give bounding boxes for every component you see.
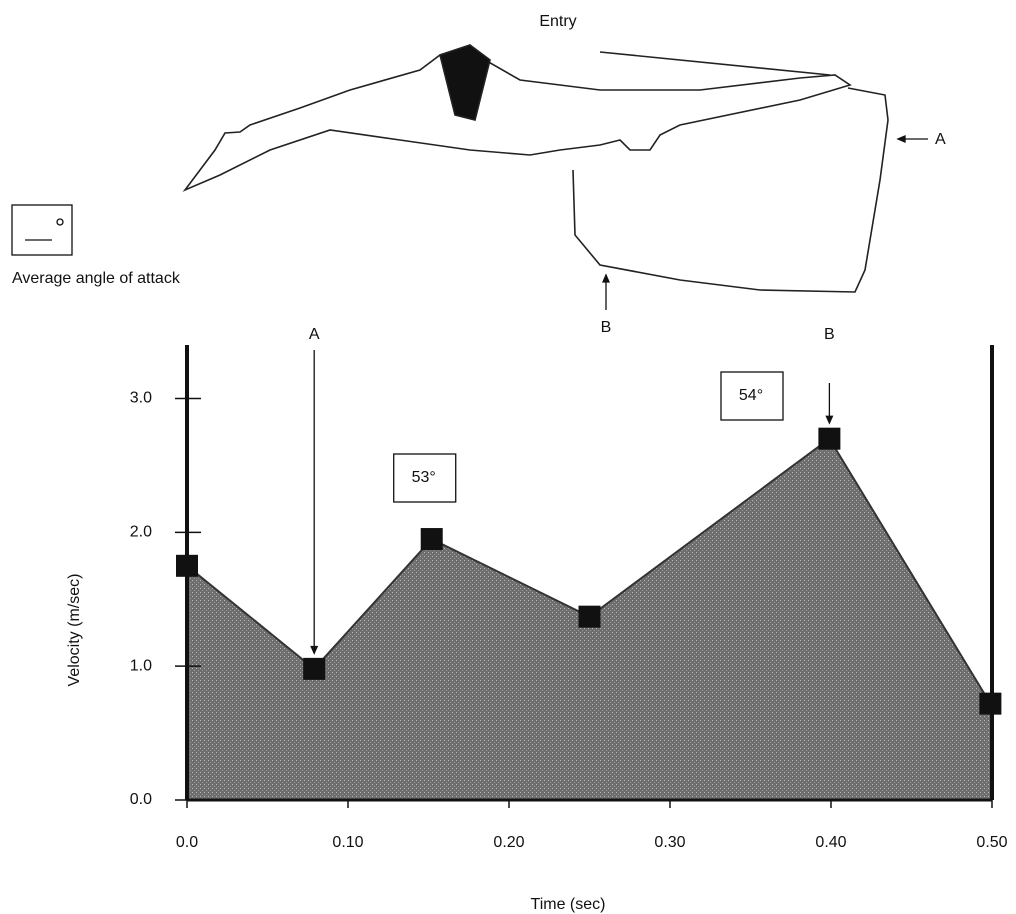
x-axis-title: Time (sec)	[531, 896, 606, 913]
diagram-label: A	[935, 131, 946, 148]
arrow-head	[310, 646, 318, 655]
angle-label: 54°	[739, 387, 763, 404]
x-tick-label: 0.10	[332, 834, 363, 851]
legend-box	[12, 205, 72, 255]
angle-label: 53°	[412, 469, 436, 486]
diagram-arrows	[603, 136, 928, 310]
arrow-head	[825, 416, 833, 425]
x-tick-label: 0.30	[654, 834, 685, 851]
y-tick-label: 1.0	[130, 657, 152, 674]
marker	[176, 555, 198, 577]
arrow-label: A	[309, 326, 320, 343]
marker	[303, 658, 325, 680]
diagram-title: Entry	[539, 13, 576, 30]
legend-caption: Average angle of attack	[12, 270, 181, 287]
x-tick-label: 0.0	[176, 834, 198, 851]
x-tick-label: 0.50	[976, 834, 1007, 851]
chart: Entry A B Average angle of attack Time (…	[0, 0, 1016, 914]
marker	[421, 528, 443, 550]
y-tick-label: 2.0	[130, 524, 152, 541]
arrow-label: B	[824, 326, 835, 343]
x-tick-label: 0.20	[493, 834, 524, 851]
x-tick-label: 0.40	[815, 834, 846, 851]
swimmer-illustration	[185, 45, 888, 292]
y-tick-label: 3.0	[130, 390, 152, 407]
marker	[579, 606, 601, 628]
y-axis-title: Velocity (m/sec)	[66, 574, 83, 687]
marker	[818, 428, 840, 450]
y-tick-label: 0.0	[130, 791, 152, 808]
marker	[979, 693, 1001, 715]
diagram-label: B	[601, 319, 612, 336]
